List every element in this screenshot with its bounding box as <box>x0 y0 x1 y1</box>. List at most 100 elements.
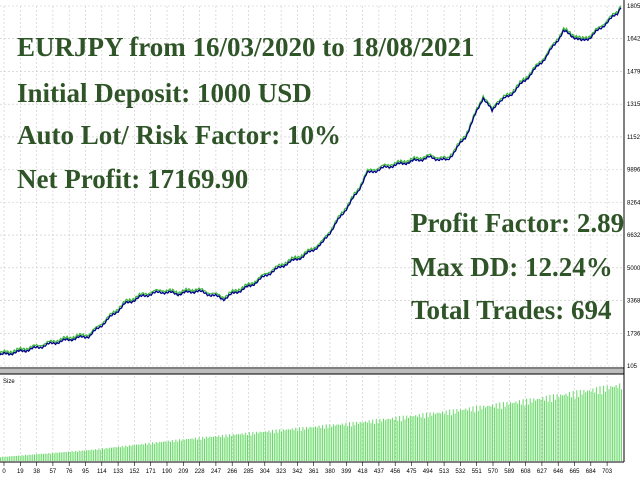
x-tick-label: 627 <box>537 469 548 475</box>
size-bar <box>429 412 431 461</box>
size-bar <box>393 420 395 461</box>
size-bar <box>599 386 601 461</box>
overlay-net-profit: Net Profit: 17169.90 <box>17 164 249 194</box>
size-bar <box>576 390 578 461</box>
size-bar <box>363 422 365 461</box>
size-bar <box>25 454 27 461</box>
y-tick-label: 3368 <box>627 299 640 305</box>
y-tick-label: 105 <box>627 364 638 370</box>
x-tick-label: 171 <box>146 469 157 475</box>
size-bar <box>383 418 384 461</box>
size-bar <box>171 440 173 461</box>
size-bar <box>179 439 180 461</box>
size-bar <box>216 436 218 461</box>
size-bar <box>266 432 268 461</box>
size-bar <box>601 394 603 461</box>
size-bar <box>483 405 485 461</box>
size-bar <box>218 435 220 461</box>
size-bar <box>275 429 277 461</box>
x-tick-label: 266 <box>227 469 238 475</box>
overlay-profit-factor: Profit Factor: 2.89 <box>411 208 625 238</box>
size-bar <box>166 441 168 461</box>
size-bar <box>195 437 197 461</box>
size-bar <box>288 429 290 461</box>
size-bar <box>366 422 368 461</box>
size-bar <box>302 426 304 461</box>
size-bar <box>298 427 300 461</box>
size-bar <box>272 429 273 461</box>
chart-splitter[interactable] <box>0 369 624 374</box>
size-bar <box>540 399 542 461</box>
y-tick-label: 9896 <box>627 168 640 174</box>
size-bar <box>162 441 164 461</box>
size-bar <box>381 421 383 461</box>
size-bar <box>583 390 585 461</box>
size-bar <box>447 415 449 461</box>
size-bar <box>368 420 370 461</box>
x-tick-label: 380 <box>325 469 336 475</box>
size-bar <box>248 432 250 461</box>
size-bar <box>508 404 510 461</box>
size-bar <box>375 419 377 461</box>
size-bar <box>164 441 166 461</box>
y-tick-label: 1736 <box>627 331 640 337</box>
size-bar <box>501 408 503 461</box>
size-bar <box>397 420 399 461</box>
size-bar <box>409 415 411 461</box>
size-bar <box>291 428 293 461</box>
size-bar <box>468 407 470 461</box>
size-bar <box>286 429 288 461</box>
size-bar <box>270 432 272 461</box>
size-bar <box>520 404 522 461</box>
size-bar <box>436 412 438 461</box>
size-bar <box>214 436 216 461</box>
x-tick-label: 608 <box>521 469 532 475</box>
size-bar <box>268 430 270 461</box>
x-tick-label: 437 <box>374 469 385 475</box>
size-bar <box>352 421 354 461</box>
size-bar <box>295 427 297 461</box>
size-bar <box>565 393 567 461</box>
size-bar <box>143 444 145 461</box>
size-bar <box>522 399 524 461</box>
size-bar <box>442 411 443 461</box>
size-bar <box>404 419 406 461</box>
size-bar <box>257 433 259 461</box>
size-bar <box>277 432 279 461</box>
size-bar <box>347 426 349 461</box>
size-bar <box>477 411 479 461</box>
x-axis-ticks: 0 19 38 57 76 95 114 133 152 171 190 209 228 247 266 28… <box>2 462 613 475</box>
size-bar <box>282 429 284 461</box>
size-bar <box>465 408 467 461</box>
size-bar <box>499 402 501 461</box>
size-bar <box>91 449 93 461</box>
size-bar <box>159 441 161 461</box>
size-bar <box>458 411 460 461</box>
size-bar <box>544 400 545 461</box>
size-bar <box>325 424 327 461</box>
size-bar <box>452 409 454 461</box>
size-bar <box>223 437 225 461</box>
size-bar <box>617 388 619 461</box>
size-bar <box>152 442 154 461</box>
size-bar <box>191 438 193 461</box>
size-bar <box>538 398 540 461</box>
size-bar <box>474 412 476 461</box>
size-bar <box>69 452 71 461</box>
size-bar <box>200 439 202 461</box>
size-bar <box>85 450 87 461</box>
x-tick-label: 228 <box>195 469 206 475</box>
size-bar <box>608 389 610 461</box>
size-bar <box>128 445 130 461</box>
size-bar <box>327 428 329 461</box>
size-bar <box>488 405 490 461</box>
size-bar <box>535 400 537 461</box>
size-bar <box>46 453 48 461</box>
size-bar <box>594 392 596 461</box>
size-bar <box>98 448 100 461</box>
x-tick-label: 76 <box>66 469 73 475</box>
size-bar <box>105 447 107 461</box>
size-bar <box>78 450 80 461</box>
